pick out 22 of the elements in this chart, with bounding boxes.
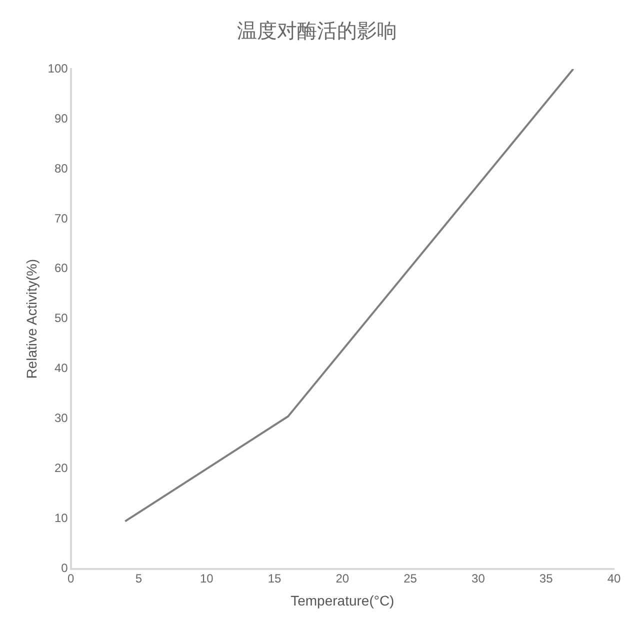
x-tick-label: 30 (472, 571, 486, 586)
y-tick-label: 40 (54, 361, 68, 376)
y-tick-label: 30 (54, 411, 68, 426)
y-tick-label: 0 (61, 561, 68, 576)
x-tick-label: 35 (539, 571, 554, 586)
y-tick-label: 100 (48, 61, 68, 76)
y-tick-label: 90 (54, 111, 68, 126)
x-tick-label: 20 (336, 571, 350, 586)
x-tick-label: 40 (607, 571, 621, 586)
x-tick-label: 5 (135, 571, 142, 586)
y-tick-label: 60 (54, 261, 68, 276)
y-axis-title: Relative Activity(%) (23, 258, 40, 379)
x-tick-label: 15 (268, 571, 282, 586)
x-tick-label: 10 (200, 571, 214, 586)
y-tick-label: 70 (54, 211, 68, 226)
y-tick-label: 10 (54, 511, 68, 526)
x-axis-title: Temperature(°C) (290, 592, 394, 608)
y-tick-label: 20 (54, 461, 68, 476)
y-tick-label: 50 (54, 311, 68, 326)
chart-title: 温度对酶活的影响 (237, 20, 397, 43)
x-tick-label: 25 (404, 571, 418, 586)
y-tick-label: 80 (54, 161, 68, 176)
